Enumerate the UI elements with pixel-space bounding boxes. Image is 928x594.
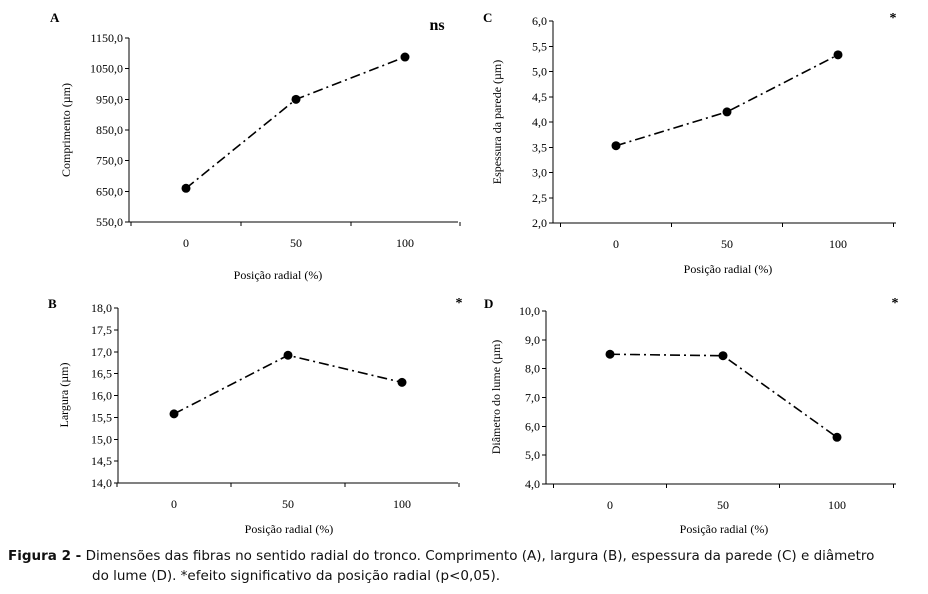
figure-caption: Figura 2 - Dimensões das fibras no senti… <box>8 546 920 586</box>
x-tick-label-a: 50 <box>290 236 302 250</box>
x-tick-label-c: 0 <box>613 237 619 251</box>
y-axis-title-b: Largura (µm) <box>57 362 71 427</box>
chart-panel-c: 2,0 2,5 3,0 3,5 4,0 4,5 5,0 5,5 6,0 0 50 100 C * Posiç… <box>483 10 897 276</box>
significance-mark-d: * <box>892 296 899 311</box>
x-tick-label-a: 0 <box>183 236 189 250</box>
chart-panel-a: 550,0 650,0 750,0 850,0 950,0 1050,0 1150,0 0 50… <box>50 10 461 282</box>
y-tick-label-c: 5,5 <box>532 39 547 53</box>
x-axis-title-d: Posição radial (%) <box>680 522 769 536</box>
data-point-b <box>397 377 407 387</box>
panel-label-b: B <box>48 296 57 311</box>
y-tick-label-d: 5,0 <box>525 448 540 462</box>
x-tick-label-c: 100 <box>829 237 847 251</box>
chart-panel-b: 14,0 14,5 15,0 15,5 16,0 16,5 17,0 17,5 18,0 0 50 1… <box>48 296 463 536</box>
panel-label-d: D <box>484 296 493 311</box>
x-tick-label-b: 0 <box>171 497 177 511</box>
y-tick-label-a: 950,0 <box>96 92 123 106</box>
y-tick-label-a: 850,0 <box>96 123 123 137</box>
y-tick-label-d: 6,0 <box>525 419 540 433</box>
x-tick-label-b: 100 <box>393 497 411 511</box>
y-tick-label-c: 5,0 <box>532 65 547 79</box>
x-tick-label-d: 100 <box>828 498 846 512</box>
y-tick-label-b: 14,5 <box>91 454 112 468</box>
series-line-d <box>609 353 838 438</box>
caption-text-line1: Dimensões das fibras no sentido radial d… <box>85 548 875 564</box>
y-tick-label-b: 15,0 <box>91 432 112 446</box>
data-point-c <box>722 107 732 117</box>
y-tick-label-a: 1050,0 <box>90 62 123 76</box>
x-axis-title-a: Posição radial (%) <box>234 268 323 282</box>
data-point-c <box>833 50 843 60</box>
y-tick-label-b: 16,0 <box>91 389 112 403</box>
y-tick-label-c: 4,5 <box>532 90 547 104</box>
series-line-a <box>185 56 406 189</box>
y-tick-label-a: 1150,0 <box>90 31 123 45</box>
data-point-a <box>291 94 301 104</box>
y-tick-label-b: 14,0 <box>91 476 112 490</box>
series-line-c <box>615 54 839 147</box>
data-point-a <box>181 183 191 193</box>
data-point-a <box>400 52 410 62</box>
y-axis-title-c: Espessura da parede (µm) <box>490 60 504 185</box>
y-tick-label-b: 17,0 <box>91 345 112 359</box>
x-axis-title-b: Posição radial (%) <box>245 522 334 536</box>
y-tick-label-b: 15,5 <box>91 410 112 424</box>
caption-lead: Figura 2 - <box>8 548 82 564</box>
panel-label-a: A <box>50 10 60 25</box>
data-point-d <box>605 349 615 359</box>
data-point-b <box>283 350 293 360</box>
panel-label-c: C <box>483 10 492 25</box>
x-tick-label-a: 100 <box>396 236 414 250</box>
y-tick-label-b: 17,5 <box>91 323 112 337</box>
y-tick-label-d: 10,0 <box>519 304 540 318</box>
y-tick-label-a: 650,0 <box>96 184 123 198</box>
caption-text-line2: do lume (D). *efeito significativo da po… <box>92 568 501 584</box>
x-tick-label-b: 50 <box>282 497 294 511</box>
figure-2-panels: 550,0 650,0 750,0 850,0 950,0 1050,0 1150,0 0 50… <box>48 10 899 536</box>
y-tick-label-d: 7,0 <box>525 391 540 405</box>
series-line-b <box>173 354 403 415</box>
data-point-b <box>169 409 179 419</box>
x-axis-title-c: Posição radial (%) <box>684 262 773 276</box>
data-point-d <box>832 432 842 442</box>
y-tick-label-c: 2,0 <box>532 216 547 230</box>
y-tick-label-a: 750,0 <box>96 154 123 168</box>
data-point-c <box>611 141 621 151</box>
y-tick-label-d: 4,0 <box>525 477 540 491</box>
chart-panel-d: 4,0 5,0 6,0 7,0 8,0 9,0 10,0 0 50 100 D * Posição ra… <box>484 296 899 536</box>
significance-mark-a: ns <box>429 17 444 34</box>
x-tick-label-d: 50 <box>717 498 729 512</box>
y-tick-label-b: 18,0 <box>91 301 112 315</box>
y-axis-title-a: Comprimento (µm) <box>59 83 73 177</box>
y-tick-label-c: 3,0 <box>532 166 547 180</box>
y-tick-label-b: 16,5 <box>91 367 112 381</box>
y-tick-label-d: 9,0 <box>525 333 540 347</box>
data-point-d <box>718 351 728 361</box>
x-tick-label-d: 0 <box>607 498 613 512</box>
y-tick-label-a: 550,0 <box>96 215 123 229</box>
y-axis-title-d: Diâmetro do lume (µm) <box>489 340 503 455</box>
y-tick-label-c: 6,0 <box>532 14 547 28</box>
y-tick-label-c: 4,0 <box>532 115 547 129</box>
significance-mark-b: * <box>456 296 463 311</box>
y-tick-label-c: 3,5 <box>532 140 547 154</box>
y-tick-label-c: 2,5 <box>532 191 547 205</box>
significance-mark-c: * <box>890 11 897 26</box>
y-tick-label-d: 8,0 <box>525 362 540 376</box>
x-tick-label-c: 50 <box>721 237 733 251</box>
